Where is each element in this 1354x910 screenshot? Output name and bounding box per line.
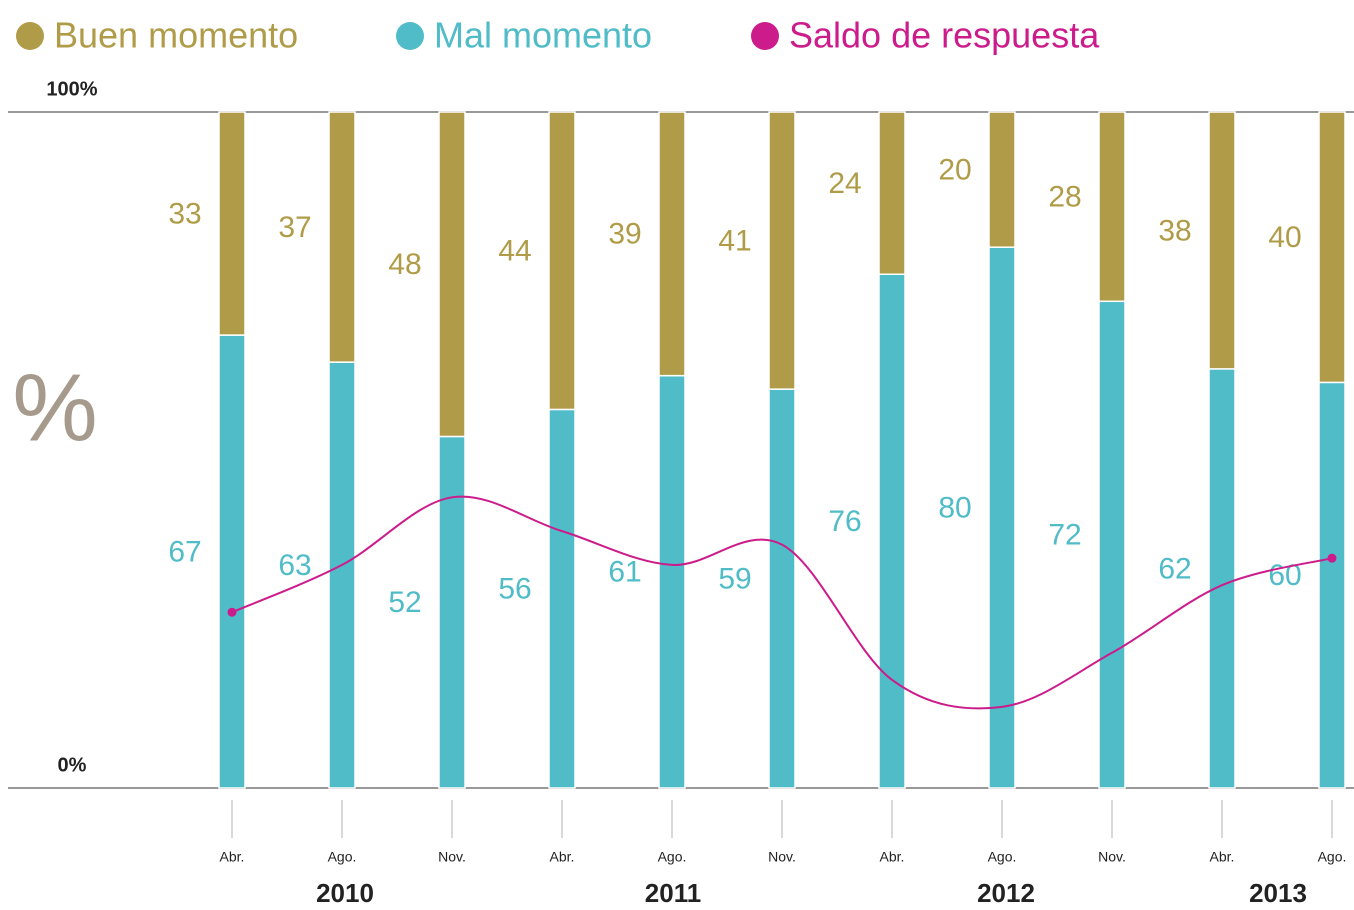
bar-segment bbox=[878, 273, 906, 789]
x-tick-label: Nov. bbox=[1098, 849, 1126, 865]
legend-label: Buen momento bbox=[54, 15, 298, 56]
bar-segment bbox=[658, 111, 686, 377]
x-tick-label: Ago. bbox=[1318, 849, 1347, 865]
data-label: 24 bbox=[828, 167, 861, 200]
data-label: 63 bbox=[278, 549, 311, 582]
x-tick-label: Abr. bbox=[1210, 849, 1235, 865]
bar-segment bbox=[328, 361, 356, 789]
bar-segment bbox=[438, 111, 466, 438]
data-label: 52 bbox=[388, 586, 421, 619]
data-label: 48 bbox=[388, 248, 421, 281]
bar-segment bbox=[438, 435, 466, 789]
bar-segment bbox=[988, 111, 1016, 248]
legend-label: Saldo de respuesta bbox=[789, 15, 1100, 56]
data-label: 20 bbox=[938, 154, 971, 187]
bar-segment bbox=[1318, 381, 1346, 789]
data-label: 59 bbox=[718, 563, 751, 596]
line-endpoint bbox=[227, 607, 237, 617]
data-label: 61 bbox=[608, 556, 641, 589]
data-label: 67 bbox=[168, 535, 201, 568]
bar-segment bbox=[1208, 368, 1236, 789]
bar-segment bbox=[548, 408, 576, 789]
data-label: 62 bbox=[1158, 552, 1191, 585]
bar-segment bbox=[658, 374, 686, 789]
data-label: 72 bbox=[1048, 519, 1081, 552]
year-label: 2013 bbox=[1249, 878, 1307, 908]
data-label: 80 bbox=[938, 492, 971, 525]
line bbox=[231, 495, 1333, 710]
legend-marker bbox=[16, 22, 44, 50]
x-tick-label: Nov. bbox=[768, 849, 796, 865]
data-label: 37 bbox=[278, 211, 311, 244]
x-tick-label: Nov. bbox=[438, 849, 466, 865]
data-label: 38 bbox=[1158, 214, 1191, 247]
y-axis-label: % bbox=[12, 354, 97, 461]
bar-segment bbox=[1208, 111, 1236, 370]
data-label: 39 bbox=[608, 218, 641, 251]
bar-segment bbox=[768, 388, 796, 789]
x-tick-label: Abr. bbox=[220, 849, 245, 865]
bar-segment bbox=[1098, 300, 1126, 789]
legend-label: Mal momento bbox=[434, 15, 652, 56]
x-tick-label: Abr. bbox=[550, 849, 575, 865]
year-label: 2011 bbox=[645, 878, 701, 908]
data-label: 33 bbox=[168, 197, 201, 230]
x-tick-label: Ago. bbox=[988, 849, 1017, 865]
bar-segment bbox=[548, 111, 576, 411]
data-label: 28 bbox=[1048, 181, 1081, 214]
data-label: 40 bbox=[1268, 221, 1301, 254]
data-label: 44 bbox=[498, 235, 531, 268]
bar-segment bbox=[328, 111, 356, 363]
bar-segment bbox=[1318, 111, 1346, 384]
bar-segment bbox=[218, 111, 246, 336]
x-tick-label: Ago. bbox=[658, 849, 687, 865]
y-tick-label: 100% bbox=[46, 78, 97, 100]
line-endpoint bbox=[1327, 553, 1337, 563]
y-tick-label: 0% bbox=[58, 754, 87, 776]
bar-segment bbox=[878, 111, 906, 275]
data-label: 41 bbox=[718, 225, 751, 258]
year-label: 2010 bbox=[316, 878, 374, 908]
bar-segment bbox=[218, 334, 246, 789]
x-tick-label: Ago. bbox=[328, 849, 357, 865]
data-label: 56 bbox=[498, 573, 531, 606]
legend-marker bbox=[751, 22, 779, 50]
year-label: 2012 bbox=[977, 878, 1035, 908]
legend-marker bbox=[396, 22, 424, 50]
data-label: 76 bbox=[828, 505, 861, 538]
bar-segment bbox=[1098, 111, 1126, 303]
bar-segment bbox=[768, 111, 796, 390]
x-tick-label: Abr. bbox=[880, 849, 905, 865]
